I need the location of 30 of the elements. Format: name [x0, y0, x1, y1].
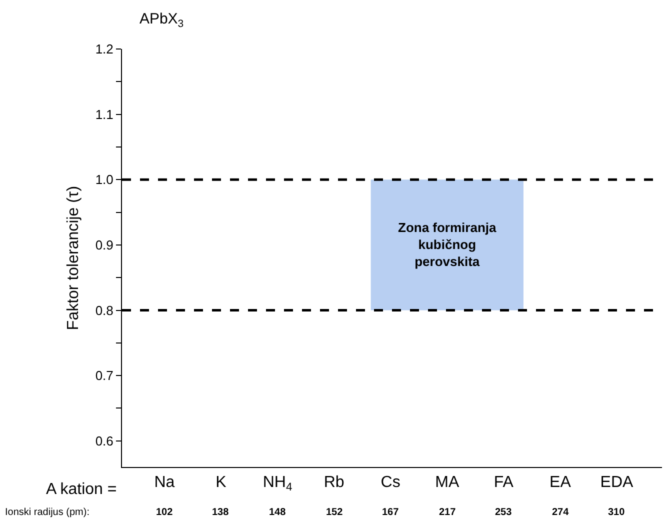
text: 167: [382, 507, 400, 518]
text: Ionski radijus (pm):: [5, 507, 90, 518]
text: 152: [326, 507, 344, 518]
x-tick-label: Na: [154, 474, 175, 492]
text: 274: [552, 507, 570, 518]
y-axis-title: Faktor tolerancije (τ): [65, 186, 82, 330]
x-tick-label: NH$_{4}$: [262, 474, 292, 494]
text: 102: [156, 507, 174, 518]
x-tick-label: Rb: [324, 474, 344, 492]
x-tick-label: K: [216, 474, 227, 492]
y-tick-label: 1.2: [95, 42, 114, 57]
text: 138: [212, 507, 230, 518]
x-tick-label: MA: [435, 474, 460, 492]
x-axis-title: A kation =: [46, 481, 117, 498]
text: 217: [439, 507, 456, 518]
x-tick-label: EA: [550, 474, 572, 492]
text: 148: [269, 507, 286, 518]
x-tick-label: EDA: [600, 474, 634, 492]
y-tick-label: 0.6: [95, 433, 114, 448]
y-tick-label: 0.8: [95, 302, 114, 318]
text: 253: [495, 507, 512, 518]
y-tick-label: 1.1: [95, 106, 114, 122]
text: 310: [608, 507, 626, 518]
band-label: Zona formiranja kubičnog perovskita: [398, 220, 498, 269]
chart-title: APbX$_{3}$: [139, 10, 184, 30]
y-tick-label: 1.0: [95, 172, 114, 188]
y-tick-label: 0.9: [95, 237, 114, 252]
x-tick-label: Cs: [380, 474, 400, 492]
y-tick-label: 0.7: [95, 368, 114, 384]
x-tick-label: FA: [494, 474, 514, 492]
